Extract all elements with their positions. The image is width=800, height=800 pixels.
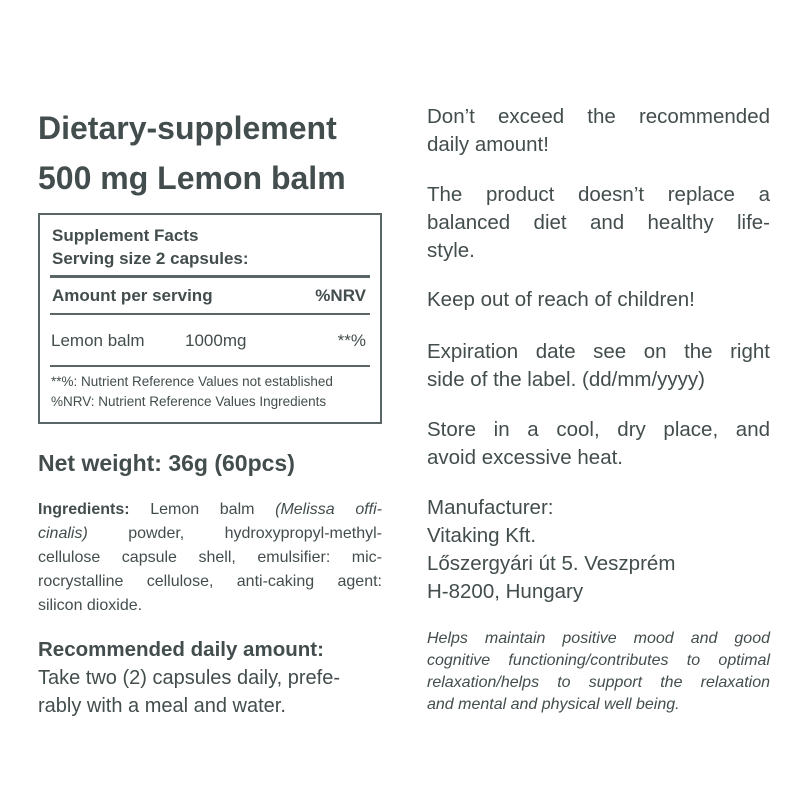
text: Lemon balm xyxy=(129,501,276,518)
text: cinalis) xyxy=(38,525,88,542)
divider xyxy=(50,313,370,315)
warning-paragraph: Manufacturer: Vitaking Kft. Lőszergyári út… xyxy=(427,494,770,606)
row-amount: 1000mg xyxy=(185,331,247,350)
text-line: balanced diet and healthy life- xyxy=(427,211,770,234)
row-nrv: **% xyxy=(337,331,366,350)
recommended-heading: Recommended daily amount: xyxy=(38,638,324,661)
divider xyxy=(50,365,370,367)
title-line: Dietary-supplement xyxy=(38,110,337,146)
text-line: daily amount! xyxy=(427,133,549,156)
text-line: Lőszergyári út 5. Veszprém xyxy=(427,552,676,575)
col-amount-header: Amount per serving xyxy=(52,286,213,305)
text-line: Store in a cool, dry place, and xyxy=(427,418,770,441)
divider xyxy=(50,275,370,278)
row-name: Lemon balm xyxy=(51,331,145,350)
warning-paragraph: Don’t exceed the recommended daily amount… xyxy=(427,103,770,159)
ingredients-label: Ingredients: xyxy=(38,501,130,518)
facts-heading: Supplement Facts xyxy=(52,226,199,245)
supplement-facts-table: Supplement Facts Serving size 2 capsules… xyxy=(38,213,382,424)
footnote: **%: Nutrient Reference Values not estab… xyxy=(51,374,333,389)
claim-line: cognitive functioning/contributes to opt… xyxy=(427,652,770,669)
ingredients-line: cinalis) powder, hydroxypropyl-methyl- xyxy=(38,522,382,546)
text-line: side of the label. (dd/mm/yyyy) xyxy=(427,368,705,391)
warning-paragraph: Expiration date see on the right side of … xyxy=(427,338,770,394)
warning-paragraph: Keep out of reach of children! xyxy=(427,286,770,314)
footnote: %NRV: Nutrient Reference Values Ingredie… xyxy=(51,394,327,409)
text-line: avoid excessive heat. xyxy=(427,446,624,469)
text-line: The product doesn’t replace a xyxy=(427,183,770,206)
claim-line: and mental and physical well being. xyxy=(427,696,680,713)
col-nrv-header: %NRV xyxy=(315,286,366,305)
product-title: Dietary-supplement 500 mg Lemon balm xyxy=(38,103,346,203)
text-line: style. xyxy=(427,239,475,262)
ingredients-line: silicon dioxide. xyxy=(38,597,143,614)
warning-paragraph: The product doesn’t replace a balanced di… xyxy=(427,181,770,265)
ingredients-line: Ingredients: Lemon balm (Melissa offi- xyxy=(38,498,382,522)
text: powder, hydroxypropyl-methyl- xyxy=(87,525,382,542)
claim-line: Helps maintain positive mood and good xyxy=(427,630,770,647)
ingredients: Ingredients: Lemon balm (Melissa offi- c… xyxy=(38,498,382,618)
recommended-text: Take two (2) capsules daily, prefe- xyxy=(38,667,340,689)
serving-size: Serving size 2 capsules: xyxy=(52,249,249,268)
text-line: Vitaking Kft. xyxy=(427,524,537,547)
ingredients-line: cellulose capsule shell, emulsifier: mic… xyxy=(38,549,382,566)
recommended-daily-amount: Recommended daily amount: Take two (2) c… xyxy=(38,636,382,720)
health-claim: Helps maintain positive mood and good cog… xyxy=(427,628,770,716)
text: (Melissa offi- xyxy=(275,501,382,518)
text-line: Don’t exceed the recommended xyxy=(427,105,770,128)
warning-paragraph: Store in a cool, dry place, and avoid exc… xyxy=(427,416,770,472)
text-line: Manufacturer: xyxy=(427,496,554,519)
recommended-text: rably with a meal and water. xyxy=(38,695,286,717)
text-line: Expiration date see on the right xyxy=(427,340,770,363)
ingredients-line: rocrystalline cellulose, anti-caking age… xyxy=(38,573,382,590)
text-line: H-8200, Hungary xyxy=(427,580,584,603)
net-weight: Net weight: 36g (60pcs) xyxy=(38,450,295,476)
title-line: 500 mg Lemon balm xyxy=(38,160,346,196)
text-line: Keep out of reach of children! xyxy=(427,288,695,311)
claim-line: relaxation/helps to support the relaxati… xyxy=(427,674,770,691)
